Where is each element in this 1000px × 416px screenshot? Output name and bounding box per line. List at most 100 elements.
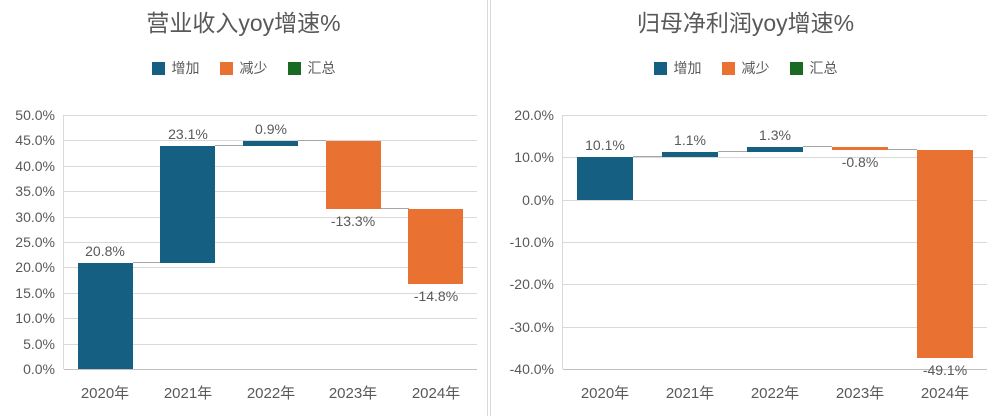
connector-line <box>803 145 832 147</box>
y-axis-label: 25.0% <box>15 234 55 250</box>
legend-item-total[interactable]: 汇总 <box>789 60 838 76</box>
x-axis-label: 2022年 <box>246 385 296 402</box>
legend-item-increase[interactable]: 增加 <box>151 60 200 76</box>
gridline <box>64 343 477 345</box>
x-axis-label: 2021年 <box>163 385 213 402</box>
y-axis-label: 35.0% <box>15 183 55 200</box>
revenue-growth-chart: 营业收入yoy增速% 增加 减少 汇总 0.0% 5.0% 10.0% 15.0% 20… <box>0 0 488 416</box>
chart-title: 归母净利润yoy增速% <box>636 10 855 36</box>
data-label: -14.8% <box>413 288 459 305</box>
plot-area: -40.0% -30.0% -20.0% -10.0% 0.0% 10.0% 20.0% 10… <box>510 107 987 402</box>
y-axis-label: 45.0% <box>15 132 55 149</box>
gridline <box>563 199 987 201</box>
legend-swatch-increase <box>151 61 165 75</box>
legend-item-increase[interactable]: 增加 <box>653 60 702 76</box>
connector-line <box>888 149 917 151</box>
y-axis-label: 5.0% <box>23 335 55 352</box>
legend-label: 减少 <box>741 60 770 76</box>
gridline <box>64 369 477 370</box>
y-axis-label: 15.0% <box>15 284 55 301</box>
connector-line <box>718 151 747 153</box>
x-axis-label: 2020年 <box>580 385 630 402</box>
y-axis-label: -40.0% <box>509 361 554 377</box>
gridline <box>563 326 987 328</box>
x-axis-label: 2023年 <box>328 385 378 402</box>
data-label: 1.3% <box>759 126 791 143</box>
x-axis-label: 2020年 <box>80 385 130 402</box>
y-axis-label: 20.0% <box>514 107 554 123</box>
legend-swatch-increase <box>653 61 667 75</box>
legend-label: 减少 <box>239 60 268 76</box>
x-axis-label: 2021年 <box>665 385 715 402</box>
waterfall-bar[interactable] <box>326 141 381 209</box>
gridline <box>64 216 477 218</box>
x-axis-label: 2022年 <box>750 385 800 402</box>
legend-swatch-total <box>789 61 803 75</box>
data-label: 10.1% <box>585 136 625 153</box>
y-axis-label: 10.0% <box>15 310 55 327</box>
data-label: -13.3% <box>330 212 376 229</box>
x-axis-label: 2024年 <box>920 385 970 402</box>
y-axis-label: 0.0% <box>522 191 554 208</box>
y-axis-label: 40.0% <box>15 157 55 174</box>
y-axis-label: -10.0% <box>509 234 554 250</box>
chart-title: 营业收入yoy增速% <box>146 10 341 36</box>
gridline <box>64 191 477 193</box>
legend-label: 汇总 <box>809 60 838 76</box>
data-label: -0.8% <box>841 154 879 171</box>
y-axis-label: 20.0% <box>15 259 55 276</box>
gridline <box>563 242 987 243</box>
connector-line <box>381 207 409 209</box>
waterfall-bar[interactable] <box>160 145 215 264</box>
gridline <box>64 267 477 269</box>
waterfall-bar[interactable] <box>917 150 973 358</box>
gridline <box>563 369 987 370</box>
legend: 增加 减少 汇总 <box>491 59 1000 77</box>
connector-line <box>633 155 662 157</box>
gridline <box>64 242 477 243</box>
legend-label: 增加 <box>673 60 702 76</box>
data-label: 20.8% <box>85 243 125 260</box>
gridline <box>563 115 987 116</box>
x-axis-label: 2023年 <box>835 385 885 402</box>
legend-swatch-decrease <box>721 61 735 75</box>
gridline <box>64 292 477 294</box>
y-axis-label: 0.0% <box>23 361 55 377</box>
waterfall-bar[interactable] <box>662 152 718 157</box>
data-label: 0.9% <box>255 121 287 138</box>
connector-line <box>298 140 326 142</box>
gridline <box>64 165 477 167</box>
gridline <box>64 140 477 142</box>
waterfall-bar[interactable] <box>408 208 463 285</box>
connector-line <box>215 144 243 146</box>
legend-item-decrease[interactable]: 减少 <box>219 60 268 76</box>
legend: 增加 减少 汇总 <box>0 59 487 77</box>
legend-label: 增加 <box>171 60 200 76</box>
waterfall-bar[interactable] <box>243 141 298 146</box>
gridline <box>563 157 987 159</box>
waterfall-bar[interactable] <box>577 156 633 200</box>
gridline <box>563 284 987 286</box>
data-label: -49.1% <box>922 361 968 378</box>
data-label: 23.1% <box>168 126 208 142</box>
connector-line <box>133 262 161 264</box>
waterfall-bar[interactable] <box>78 263 133 369</box>
legend-swatch-total <box>287 61 301 75</box>
legend-item-total[interactable]: 汇总 <box>287 60 336 76</box>
waterfall-bar[interactable] <box>832 146 888 151</box>
gridline <box>64 115 477 116</box>
y-axis-label: 10.0% <box>514 149 554 166</box>
net-profit-growth-chart: 归母净利润yoy增速% 增加 减少 汇总 -40.0% -30.0% -20.0% -… <box>490 0 1000 416</box>
y-axis-label: 50.0% <box>15 107 55 123</box>
y-axis-label: -30.0% <box>509 318 554 335</box>
legend-label: 汇总 <box>307 60 336 76</box>
legend-item-decrease[interactable]: 减少 <box>721 60 770 76</box>
data-label: 1.1% <box>674 132 706 149</box>
plot-area: 0.0% 5.0% 10.0% 15.0% 20.0% 25.0% 30.0% 35.0% 40… <box>15 107 477 402</box>
x-axis-label: 2024年 <box>411 385 461 402</box>
gridline <box>64 318 477 320</box>
legend-swatch-decrease <box>219 61 233 75</box>
y-axis-label: 30.0% <box>15 208 55 225</box>
waterfall-bar[interactable] <box>747 146 803 153</box>
